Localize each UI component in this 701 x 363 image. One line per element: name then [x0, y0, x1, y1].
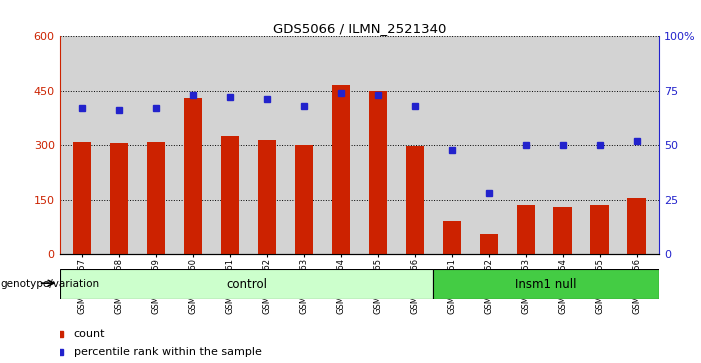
Bar — [405, 146, 424, 254]
Text: Insm1 null: Insm1 null — [515, 278, 577, 290]
Bar — [184, 98, 202, 254]
Bar — [442, 221, 461, 254]
Text: genotype/variation: genotype/variation — [1, 279, 100, 289]
Bar — [147, 142, 165, 254]
Text: percentile rank within the sample: percentile rank within the sample — [74, 347, 261, 357]
Text: control: control — [226, 278, 267, 290]
Bar — [554, 207, 572, 254]
Bar — [109, 143, 128, 254]
Bar — [369, 91, 387, 254]
Bar — [627, 198, 646, 254]
Bar — [294, 145, 313, 254]
Bar — [221, 136, 239, 254]
Bar — [257, 140, 276, 254]
Bar — [479, 234, 498, 254]
Text: count: count — [74, 329, 105, 339]
Bar — [60, 269, 433, 299]
Bar — [433, 269, 659, 299]
Bar — [517, 205, 535, 254]
Bar — [590, 205, 609, 254]
Bar — [332, 85, 350, 254]
Title: GDS5066 / ILMN_2521340: GDS5066 / ILMN_2521340 — [273, 22, 446, 35]
Bar — [72, 142, 91, 254]
